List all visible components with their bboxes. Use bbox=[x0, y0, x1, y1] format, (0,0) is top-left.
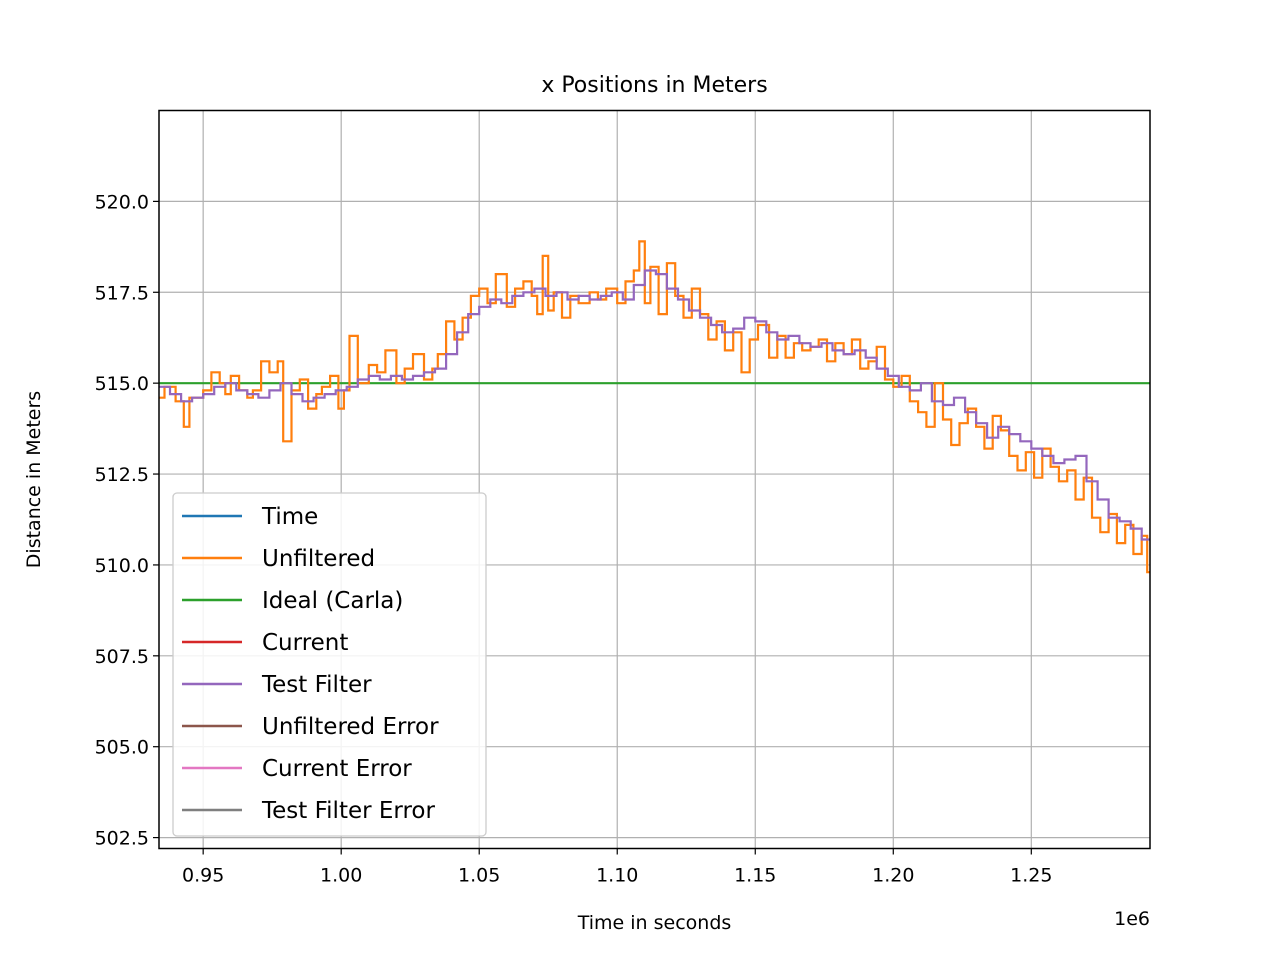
y-tick-label: 512.5 bbox=[95, 464, 149, 486]
y-tick-label: 517.5 bbox=[95, 282, 149, 304]
legend-label-time: Time bbox=[261, 504, 318, 530]
plot-area bbox=[159, 240, 1150, 574]
x-tick-label: 1.15 bbox=[734, 865, 776, 887]
x-tick-label: 1.25 bbox=[1010, 865, 1052, 887]
y-tick-label: 505.0 bbox=[95, 737, 149, 759]
chart-title: x Positions in Meters bbox=[541, 73, 767, 98]
y-axis-label: Distance in Meters bbox=[23, 391, 45, 568]
legend-label-current-error: Current Error bbox=[262, 756, 412, 782]
series-line-test-filter bbox=[159, 269, 1150, 541]
x-tick-label: 1.05 bbox=[458, 865, 500, 887]
series-line-unfiltered bbox=[159, 240, 1150, 574]
y-axis-ticks: 502.5 505.0 507.5 510.0 512.5 515.0 517.5 520.0 bbox=[95, 191, 159, 850]
legend-label-current: Current bbox=[262, 630, 348, 656]
axes-frame bbox=[158, 109, 1151, 850]
legend-label-unfiltered-error: Unfiltered Error bbox=[262, 714, 439, 740]
x-tick-label: 1.00 bbox=[320, 865, 362, 887]
x-axis-label: Time in seconds bbox=[577, 912, 732, 934]
y-tick-label: 510.0 bbox=[95, 555, 149, 577]
legend-label-test-filter-error: Test Filter Error bbox=[261, 798, 435, 824]
legend-box bbox=[172, 492, 487, 837]
legend-label-test-filter: Test Filter bbox=[261, 672, 372, 698]
x-tick-label: 0.95 bbox=[182, 865, 224, 887]
x-axis-ticks: 0.95 1.00 1.05 1.10 1.15 1.20 1.25 bbox=[182, 848, 1052, 887]
y-tick-label: 507.5 bbox=[95, 646, 149, 668]
legend-label-ideal-carla: Ideal (Carla) bbox=[262, 588, 403, 614]
legend: Time Unfiltered Ideal (Carla) Current Test F… bbox=[172, 492, 487, 837]
legend-label-unfiltered: Unfiltered bbox=[262, 546, 375, 572]
x-tick-label: 1.20 bbox=[872, 865, 914, 887]
x-axis-offset-label: 1e6 bbox=[1114, 908, 1150, 930]
y-tick-label: 502.5 bbox=[95, 828, 149, 850]
x-tick-label: 1.10 bbox=[596, 865, 638, 887]
y-tick-label: 515.0 bbox=[95, 373, 149, 395]
y-tick-label: 520.0 bbox=[95, 191, 149, 213]
